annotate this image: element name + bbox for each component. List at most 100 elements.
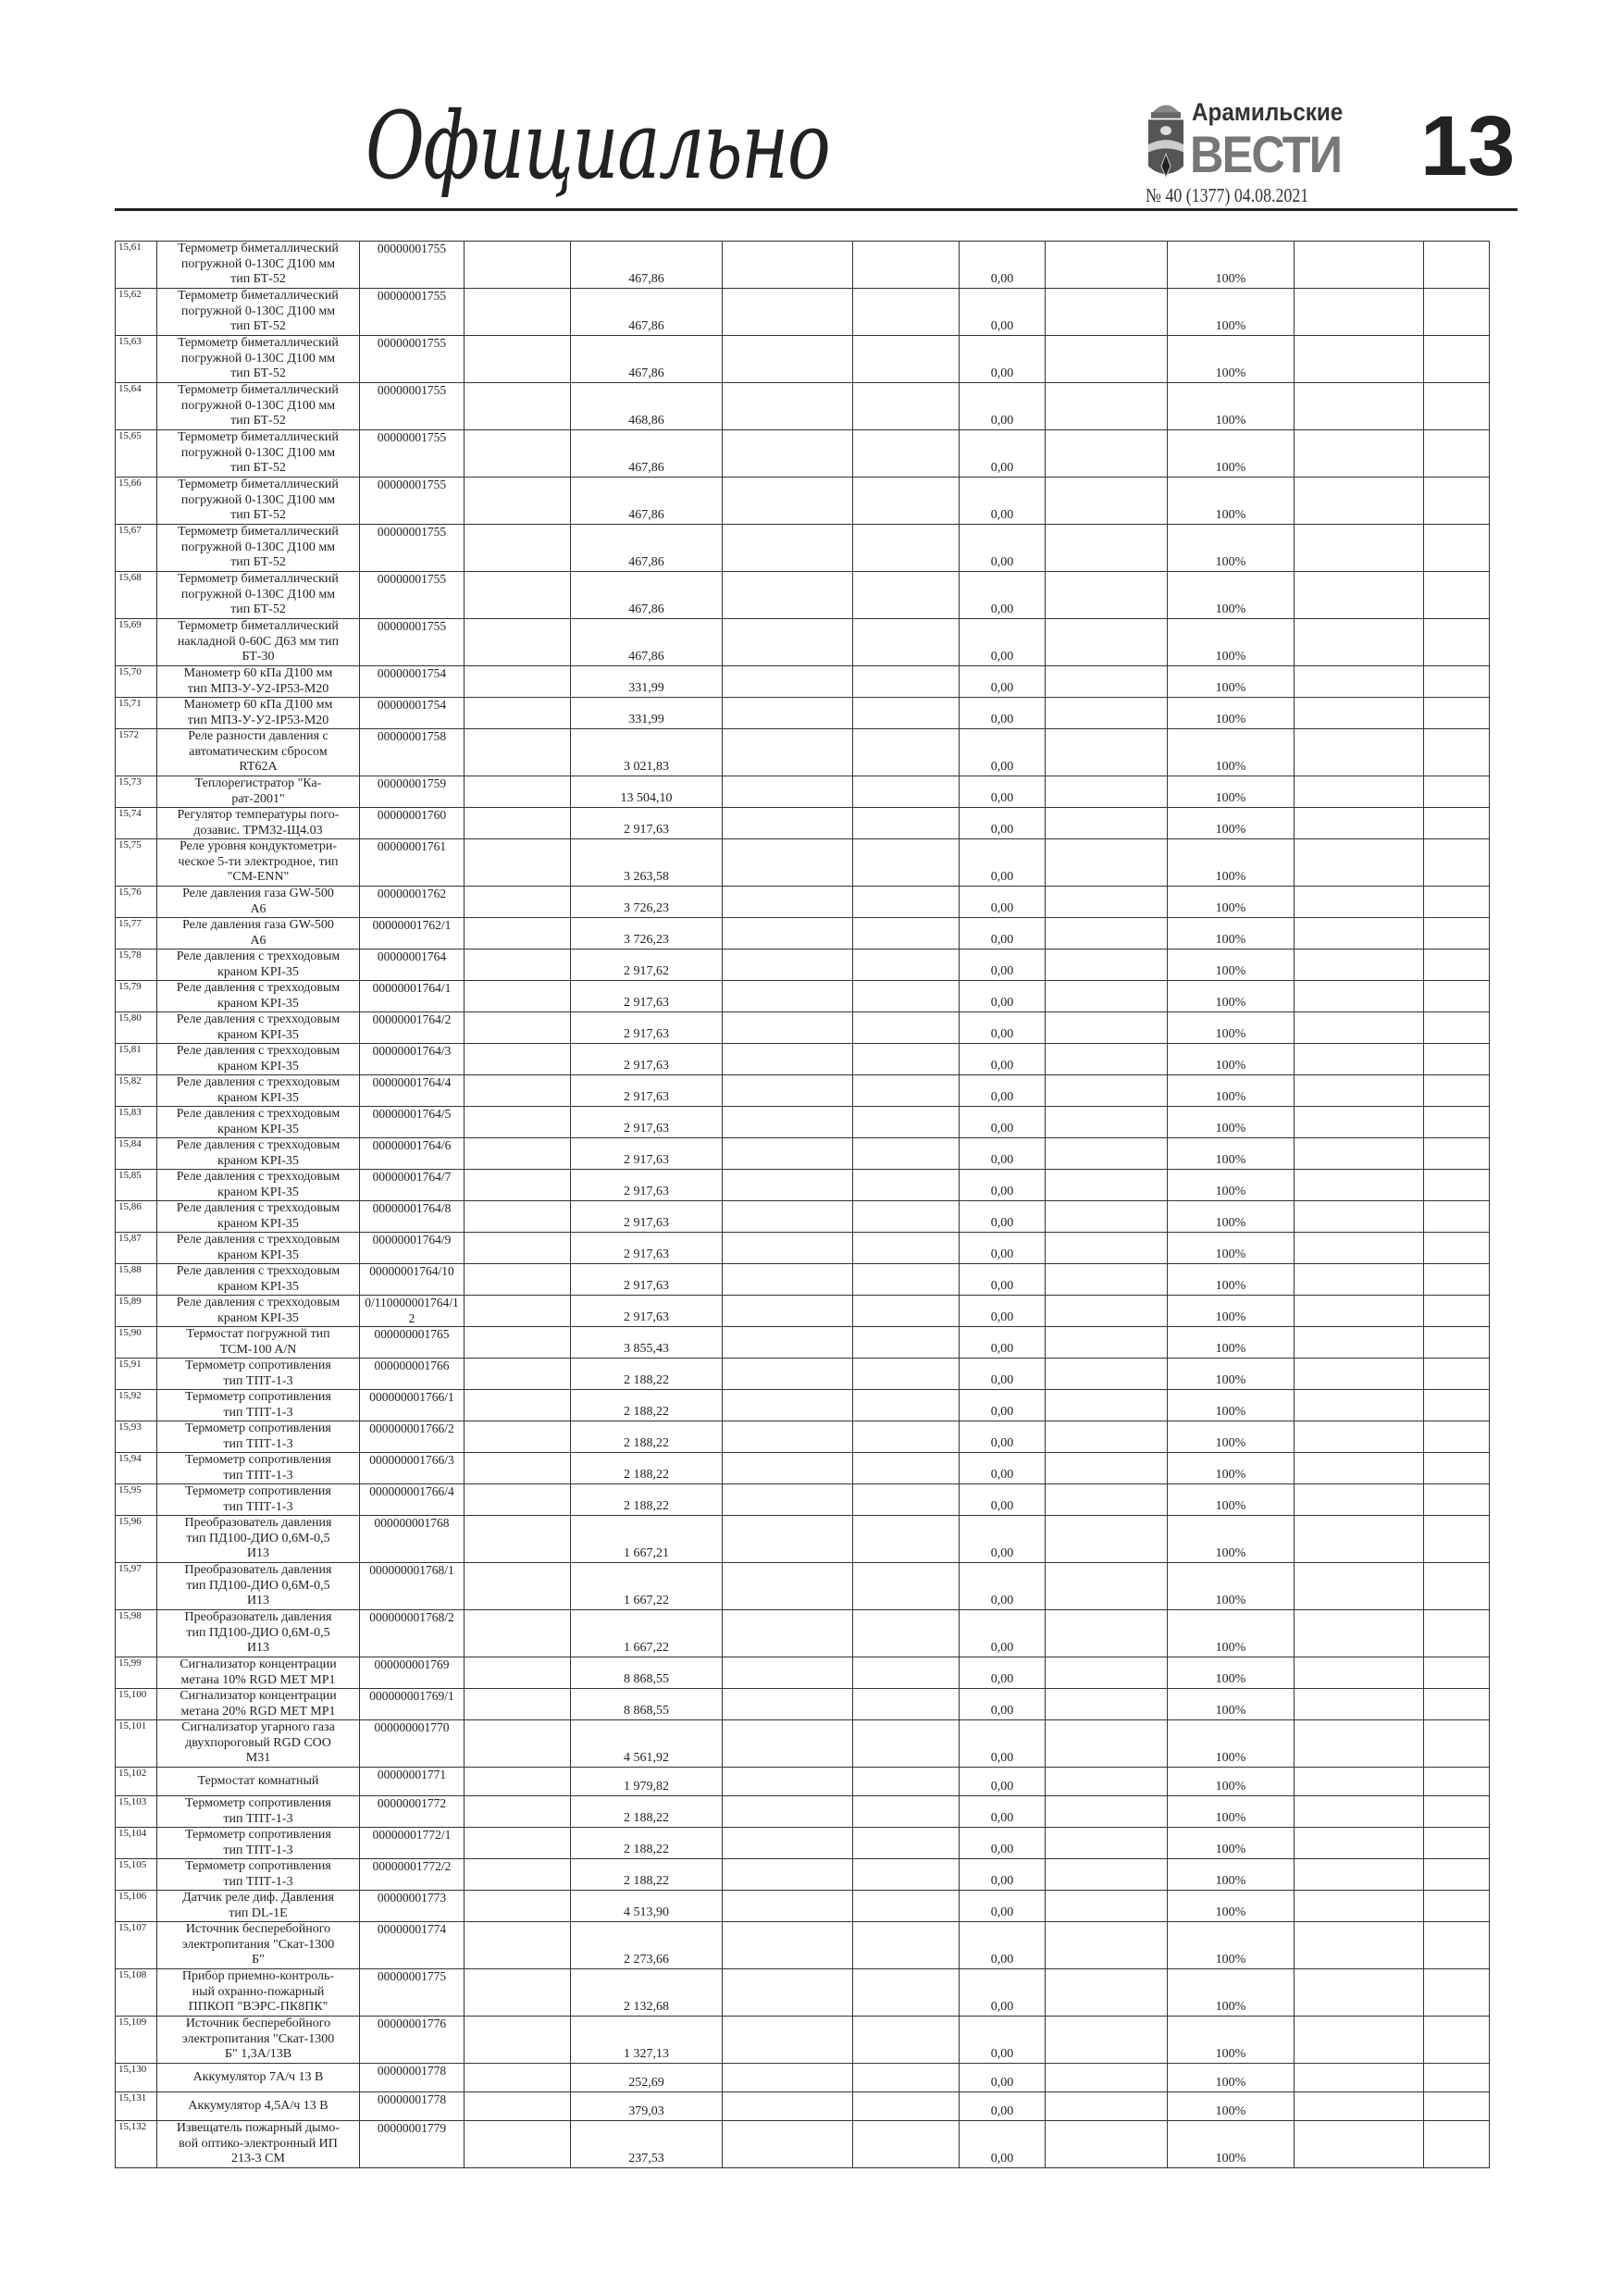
item-description: Термометр биметаллический погружной 0-13… [156, 429, 360, 478]
inventory-code: 00000001773 [359, 1890, 465, 1922]
zero-value: 0,00 [959, 1795, 1046, 1828]
zero-value: 0,00 [959, 1074, 1046, 1107]
item-value: 4 561,92 [570, 1719, 723, 1768]
empty-cell [1423, 1795, 1490, 1828]
empty-cell [722, 1657, 853, 1689]
empty-cell [852, 1562, 960, 1610]
row-number: 15,83 [115, 1106, 157, 1138]
table-row: 15,94 Термометр сопротивления тип ТПТ-1-3… [115, 1452, 1490, 1484]
item-description: Реле давления с трехходовым краном KPI-3… [156, 1106, 360, 1138]
zero-value: 0,00 [959, 807, 1046, 839]
item-description: Термометр биметаллический погружной 0-13… [156, 288, 360, 336]
table-row: 15,107 Источник бесперебойного электропит… [115, 1921, 1490, 1969]
empty-cell [464, 1452, 571, 1484]
empty-cell [852, 807, 960, 839]
coat-of-arms-icon [1148, 105, 1183, 179]
percent-value: 100% [1167, 1890, 1295, 1922]
item-description: Аккумулятор 7А/ч 13 В [156, 2063, 360, 2092]
inventory-code: 000000001769 [359, 1657, 465, 1689]
table-row: 15,84 Реле давления с трехходовым краном … [115, 1137, 1490, 1170]
empty-cell [1045, 949, 1168, 981]
empty-cell [1294, 618, 1424, 666]
inventory-code: 00000001764/7 [359, 1169, 465, 1201]
empty-cell [722, 1827, 853, 1859]
item-value: 467,86 [570, 288, 723, 336]
table-row: 15,100 Сигнализатор концентрации метана 2… [115, 1688, 1490, 1720]
empty-cell [1294, 1043, 1424, 1075]
empty-cell [1294, 1452, 1424, 1484]
zero-value: 0,00 [959, 1657, 1046, 1689]
empty-cell [1294, 1263, 1424, 1296]
row-number: 15,103 [115, 1795, 157, 1828]
row-number: 15,87 [115, 1232, 157, 1264]
table-row: 15,105 Термометр сопротивления тип ТПТ-1-… [115, 1858, 1490, 1891]
empty-cell [1045, 1609, 1168, 1657]
empty-cell [852, 1137, 960, 1170]
zero-value: 0,00 [959, 1326, 1046, 1359]
empty-cell [1423, 1688, 1490, 1720]
table-row: 15,82 Реле давления с трехходовым краном … [115, 1074, 1490, 1107]
row-number: 15,78 [115, 949, 157, 981]
empty-cell [722, 2091, 853, 2121]
item-description: Сигнализатор концентрации метана 20% RGD… [156, 1688, 360, 1720]
empty-cell [1423, 382, 1490, 430]
empty-cell [1423, 2120, 1490, 2168]
empty-cell [1423, 477, 1490, 525]
empty-cell [722, 697, 853, 729]
empty-cell [1423, 1719, 1490, 1768]
empty-cell [722, 618, 853, 666]
empty-cell [852, 382, 960, 430]
empty-cell [464, 335, 571, 383]
empty-cell [722, 1890, 853, 1922]
inventory-code: 00000001776 [359, 2016, 465, 2064]
table-row: 15,95 Термометр сопротивления тип ТПТ-1-3… [115, 1483, 1490, 1516]
empty-cell [852, 917, 960, 949]
row-number: 15,89 [115, 1295, 157, 1327]
percent-value: 100% [1167, 1515, 1295, 1563]
empty-cell [852, 1074, 960, 1107]
item-description: Термометр биметаллический погружной 0-13… [156, 571, 360, 619]
empty-cell [1045, 1263, 1168, 1296]
percent-value: 100% [1167, 1858, 1295, 1891]
empty-cell [1045, 288, 1168, 336]
percent-value: 100% [1167, 524, 1295, 572]
zero-value: 0,00 [959, 429, 1046, 478]
empty-cell [464, 1263, 571, 1296]
inventory-code: 00000001755 [359, 524, 465, 572]
zero-value: 0,00 [959, 1137, 1046, 1170]
empty-cell [1294, 382, 1424, 430]
empty-cell [1423, 524, 1490, 572]
empty-cell [1294, 1515, 1424, 1563]
empty-cell [1294, 1719, 1424, 1768]
empty-cell [464, 1358, 571, 1390]
empty-cell [722, 335, 853, 383]
empty-cell [852, 2091, 960, 2121]
empty-cell [1294, 2016, 1424, 2064]
empty-cell [852, 838, 960, 887]
empty-cell [852, 524, 960, 572]
item-description: Извещатель пожарный дымо- вой оптико-эле… [156, 2120, 360, 2168]
inventory-code: 000000001769/1 [359, 1688, 465, 1720]
row-number: 15,93 [115, 1421, 157, 1453]
empty-cell [852, 1421, 960, 1453]
empty-cell [1294, 429, 1424, 478]
empty-cell [1423, 1358, 1490, 1390]
percent-value: 100% [1167, 980, 1295, 1012]
percent-value: 100% [1167, 1106, 1295, 1138]
empty-cell [1423, 2091, 1490, 2121]
empty-cell [1423, 1106, 1490, 1138]
item-value: 4 513,90 [570, 1890, 723, 1922]
empty-cell [1294, 524, 1424, 572]
empty-cell [722, 1483, 853, 1516]
empty-cell [1045, 1719, 1168, 1768]
empty-cell [1423, 886, 1490, 918]
empty-cell [464, 288, 571, 336]
empty-cell [1045, 618, 1168, 666]
empty-cell [722, 1169, 853, 1201]
empty-cell [852, 618, 960, 666]
inventory-code: 00000001778 [359, 2091, 465, 2121]
item-value: 2 917,63 [570, 1232, 723, 1264]
empty-cell [1423, 2063, 1490, 2092]
row-number: 15,61 [115, 241, 157, 289]
row-number: 15,66 [115, 477, 157, 525]
